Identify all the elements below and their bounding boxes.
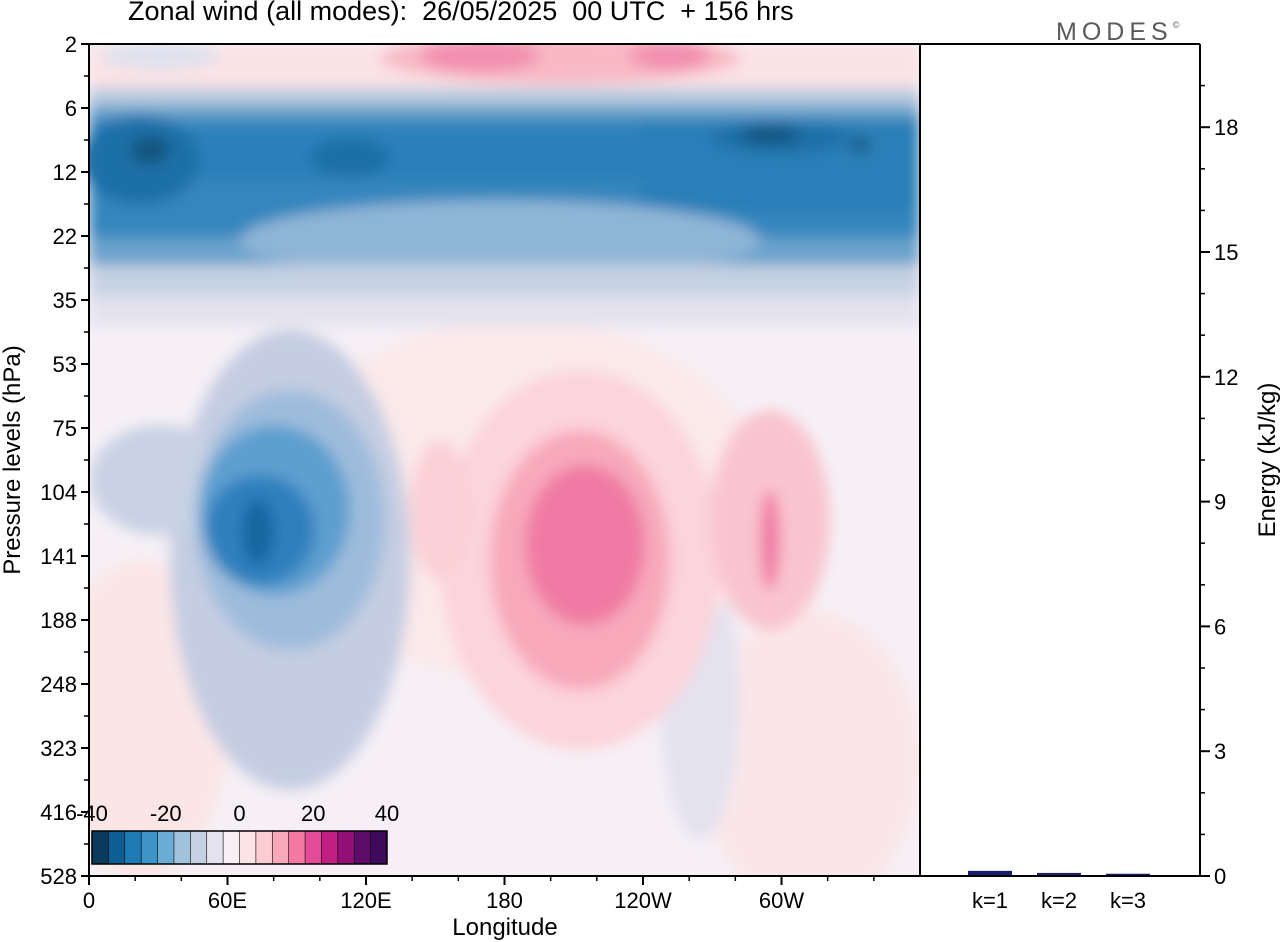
energy-panel <box>920 43 1201 877</box>
colorbar-swatch <box>157 831 175 864</box>
pressure-tick-label: 416 <box>40 800 77 825</box>
pressure-tick-label: 6 <box>65 96 77 121</box>
pressure-tick-label: 53 <box>53 352 77 377</box>
energy-tick-label: 18 <box>1214 115 1238 140</box>
colorbar-swatch <box>255 831 273 864</box>
pressure-tick-label: 2 <box>65 32 77 57</box>
energy-bar <box>968 870 1012 875</box>
pressure-tick-label: 35 <box>53 288 77 313</box>
colorbar-swatch <box>370 831 388 864</box>
energy-bar <box>1037 872 1081 875</box>
pressure-tick-label: 12 <box>53 160 77 185</box>
colorbar-swatch <box>173 831 191 864</box>
colorbar-swatch <box>305 831 322 864</box>
brand-text: MODES <box>1056 18 1173 46</box>
chart-title: Zonal wind (all modes): 26/05/2025 00 UT… <box>128 0 794 26</box>
x-axis-title: Longitude <box>452 914 557 941</box>
colorbar-swatch <box>239 831 257 864</box>
colorbar-swatch <box>141 831 159 864</box>
colorbar-tick-label: -20 <box>150 801 182 826</box>
colorbar-tick-label: 0 <box>233 801 245 826</box>
pressure-tick-label: 104 <box>40 480 77 505</box>
colorbar-tick-label: 40 <box>375 801 399 826</box>
colorbar-swatch <box>92 831 109 864</box>
pressure-tick-label: 528 <box>40 864 77 889</box>
energy-axis-title: Energy (kJ/kg) <box>1254 383 1280 538</box>
energy-tick-label: 6 <box>1214 614 1226 639</box>
longitude-tick-label: 0 <box>83 888 95 913</box>
colorbar: -40 -20 0 20 40 <box>76 801 399 865</box>
pressure-tick-label: 188 <box>40 608 77 633</box>
colorbar-tick-label: -40 <box>76 801 108 826</box>
energy-axis: 0 3 6 9 12 15 18 <box>1200 84 1238 889</box>
energy-bar <box>1106 873 1150 875</box>
longitude-axis: 0 60E 120E 180 120W 60W <box>83 876 875 913</box>
brand-copyright-mark: © <box>1172 20 1180 30</box>
longitude-tick-label: 120W <box>614 888 672 913</box>
colorbar-swatch <box>223 831 240 864</box>
pressure-axis: 2 6 12 22 35 53 75 104 141 188 248 323 416 528 <box>40 32 89 889</box>
longitude-tick-label: 60E <box>208 888 247 913</box>
pressure-tick-label: 141 <box>40 544 77 569</box>
energy-category-label: k=2 <box>1041 888 1077 913</box>
colorbar-swatch <box>321 831 339 864</box>
colorbar-swatch <box>206 831 224 864</box>
colorbar-swatch <box>108 831 126 864</box>
pressure-tick-label: 323 <box>40 736 77 761</box>
colorbar-swatch <box>354 831 372 864</box>
energy-tick-label: 9 <box>1214 490 1226 515</box>
colorbar-swatch <box>337 831 355 864</box>
energy-category-label: k=3 <box>1110 888 1146 913</box>
longitude-tick-label: 60W <box>759 888 804 913</box>
colorbar-tick-label: 20 <box>301 801 325 826</box>
longitude-tick-label: 120E <box>340 888 391 913</box>
colorbar-swatch <box>272 831 290 864</box>
pressure-tick-label: 75 <box>53 416 77 441</box>
energy-tick-label: 12 <box>1214 365 1238 390</box>
pressure-tick-label: 22 <box>53 224 77 249</box>
modes-logo: MODES© <box>1056 18 1179 47</box>
colorbar-swatch <box>288 831 306 864</box>
y-axis-title: Pressure levels (hPa) <box>0 345 26 574</box>
longitude-tick-label: 180 <box>486 888 523 913</box>
energy-tick-label: 3 <box>1214 739 1226 764</box>
pressure-tick-label: 248 <box>40 672 77 697</box>
heatmap-field <box>89 44 920 876</box>
energy-tick-label: 0 <box>1214 864 1226 889</box>
colorbar-swatch <box>124 831 142 864</box>
energy-category-label: k=1 <box>972 888 1008 913</box>
energy-tick-label: 15 <box>1214 240 1238 265</box>
colorbar-swatch <box>190 831 208 864</box>
energy-bars: k=1 k=2 k=3 <box>968 870 1150 913</box>
